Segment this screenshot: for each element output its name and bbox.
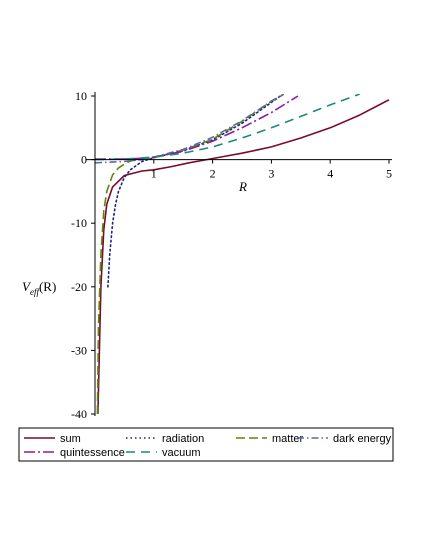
legend-label: vacuum (162, 447, 201, 459)
y-tick-label: -10 (71, 216, 87, 230)
legend-label: radiation (162, 433, 204, 445)
x-tick-label: 4 (327, 167, 333, 181)
series-line-radiation (107, 94, 284, 288)
y-tick-label: 10 (75, 89, 87, 103)
series-line-quintessence (95, 95, 299, 160)
legend-label: matter (272, 433, 304, 445)
axes (86, 92, 392, 416)
series-line-sum (97, 99, 390, 415)
series-line-dark-energy (94, 94, 284, 164)
y-axis-label-main: V (22, 279, 32, 294)
x-tick-label: 1 (151, 167, 157, 181)
y-tick-label: -30 (71, 343, 87, 357)
x-tick-label: 2 (210, 167, 216, 181)
y-tick-label: -40 (71, 407, 87, 421)
y-ticks: 10 0 -10 -20 -30 -40 (71, 89, 95, 421)
legend-label: dark energy (333, 433, 392, 445)
y-axis-label: Veff(R) (22, 279, 56, 297)
x-tick-label: 5 (386, 167, 392, 181)
legend-label: sum (60, 433, 81, 445)
series-line-matter (96, 94, 284, 415)
legend-box (18, 427, 394, 462)
legend: sum radiation matter dark energy quintessenc… (18, 427, 394, 462)
y-tick-label: -20 (71, 280, 87, 294)
x-ticks: 1 2 3 4 5 (151, 159, 392, 181)
series-curves (94, 94, 390, 415)
y-tick-label: 0 (81, 153, 87, 167)
y-axis-label-subscript: eff (30, 287, 40, 297)
y-axis-label-argument: (R) (39, 279, 56, 294)
x-tick-label: 3 (268, 167, 274, 181)
x-axis-label: R (238, 179, 247, 194)
legend-label: quintessence (60, 447, 125, 459)
series-line-vacuum (94, 94, 360, 161)
